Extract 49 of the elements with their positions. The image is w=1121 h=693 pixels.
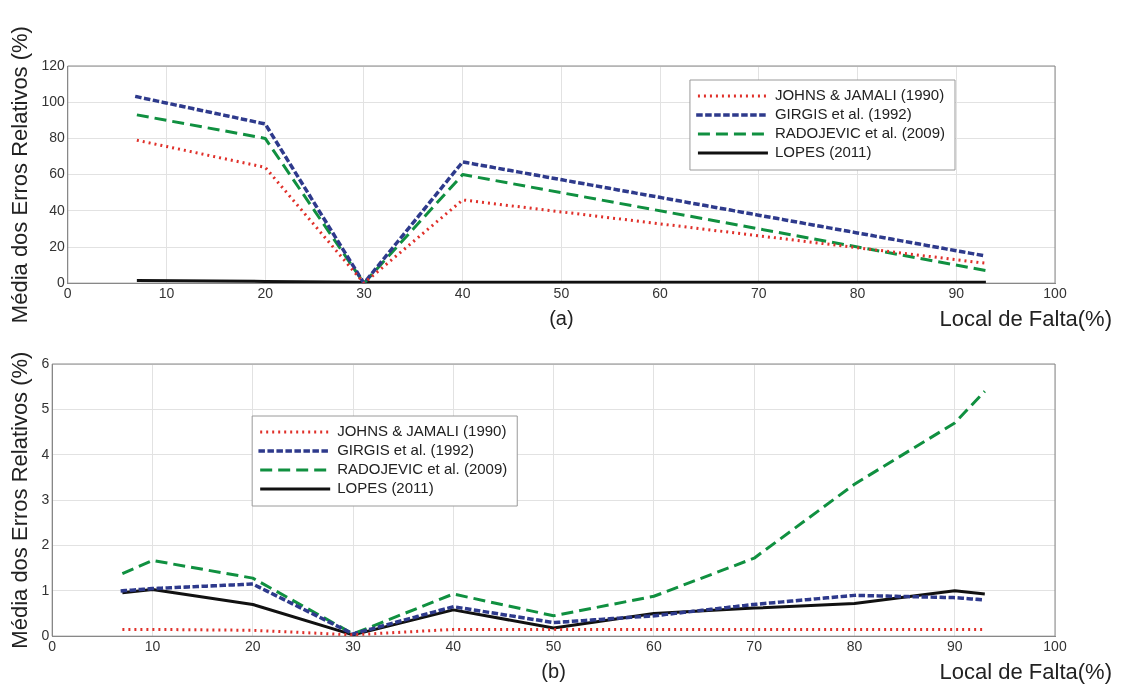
x-tick-label: 10 (144, 638, 161, 655)
legend-label: JOHNS & JAMALI (1990) (337, 422, 507, 440)
x-tick-label: 70 (751, 285, 767, 302)
x-tick-label: 30 (345, 638, 362, 655)
x-tick-label: 80 (849, 285, 866, 302)
line-series (120, 389, 987, 636)
legend-label: LOPES (2011) (337, 479, 434, 497)
legend-label: LOPES (2011) (774, 143, 872, 161)
legend-label: RADOJEVIC et al. (2009) (774, 124, 945, 142)
x-tick-label: 20 (257, 285, 274, 302)
x-tick-label: 90 (946, 638, 963, 655)
y-tick-label: 3 (41, 490, 50, 507)
legend-label: JOHNS & JAMALI (1990) (774, 86, 945, 104)
x-tick-label: 90 (948, 285, 965, 302)
y-tick-label: 6 (41, 354, 50, 371)
y-tick-label: 120 (41, 56, 65, 73)
legend-label: GIRGIS et al. (1992) (337, 441, 474, 459)
x-axis-title: Local de Falta(%) (939, 306, 1112, 332)
x-tick-label: 100 (1043, 638, 1067, 655)
x-tick-label: 40 (454, 285, 471, 302)
x-tick-label: 60 (652, 285, 669, 302)
text: (b) (541, 659, 566, 682)
x-tick-label: 70 (746, 638, 763, 655)
y-axis-title: Média dos Erros Relativos (%) (7, 26, 33, 324)
text: (a) (549, 306, 574, 329)
x-tick-label: 10 (158, 285, 175, 302)
legend-label: RADOJEVIC et al. (2009) (337, 460, 508, 478)
y-axis-title: Média dos Erros Relativos (%) (7, 351, 33, 649)
y-tick-label: 1 (41, 581, 50, 598)
x-tick-label: 100 (1043, 285, 1067, 302)
y-tick-label: 5 (41, 400, 50, 417)
x-tick-label: 40 (445, 638, 462, 655)
y-tick-label: 100 (41, 93, 65, 110)
y-tick-label: 2 (41, 536, 50, 553)
x-tick-label: 60 (646, 638, 662, 655)
y-tick-label: 4 (41, 445, 50, 462)
y-tick-label: 0 (56, 274, 65, 291)
x-tick-label: 30 (356, 285, 372, 302)
y-tick-label: 40 (49, 201, 65, 218)
x-axis-title: Local de Falta(%) (939, 659, 1112, 685)
x-tick-label: 80 (846, 638, 863, 655)
y-tick-label: 60 (49, 165, 65, 182)
y-tick-label: 80 (49, 129, 65, 146)
x-tick-label: 20 (244, 638, 261, 655)
y-tick-label: 20 (49, 237, 65, 254)
legend-label: GIRGIS et al. (1992) (774, 105, 912, 123)
y-tick-label: 0 (41, 627, 50, 644)
x-tick-label: 50 (553, 285, 570, 302)
x-tick-label: 50 (545, 638, 562, 655)
